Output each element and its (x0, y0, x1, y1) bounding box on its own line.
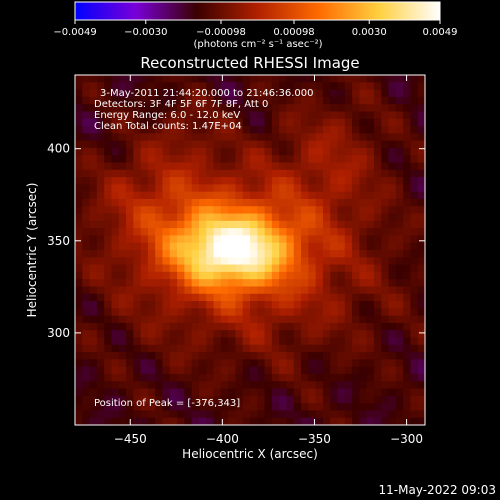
colorbar-units: (photons cm⁻² s⁻¹ asec⁻²) (193, 39, 322, 50)
colorbar-tick-label: 0.0030 (352, 27, 387, 38)
y-tick-label: 400 (47, 142, 70, 156)
x-tick-label: −300 (390, 432, 423, 446)
colorbar-tick-label: 0.00098 (273, 27, 314, 38)
y-tick-label: 350 (47, 234, 70, 248)
annotation-block: 3-May-2011 21:44:20.000 to 21:46:36.000D… (94, 88, 313, 132)
x-tick-label: −450 (114, 432, 147, 446)
annotation-line: Energy Range: 6.0 - 12.0 keV (94, 110, 240, 121)
y-axis-ticks: 300 350 400 (47, 142, 425, 340)
plot-frame (74, 74, 426, 426)
footer-timestamp: 11-May-2022 09:03 (379, 483, 496, 497)
heatmap (75, 75, 425, 425)
colorbar-tick-label: −0.0030 (124, 27, 167, 38)
y-axis-label: Heliocentric Y (arcsec) (25, 183, 39, 318)
annotation-line: Detectors: 3F 4F 5F 6F 7F 8F, Att 0 (94, 99, 268, 110)
chart-title: Reconstructed RHESSI Image (140, 54, 359, 72)
y-tick-label: 300 (47, 326, 70, 340)
x-tick-label: −400 (206, 432, 239, 446)
colorbar: −0.0049 −0.0030 −0.00098 0.00098 0.0030 0.004… (53, 1, 458, 50)
x-tick-label: −350 (298, 432, 331, 446)
annotation-line: Clean Total counts: 1.47E+04 (94, 121, 242, 132)
colorbar-tick-label: 0.0049 (423, 27, 458, 38)
colorbar-tick-label: −0.0049 (53, 27, 96, 38)
peak-position-label: Position of Peak = [-376,343] (94, 398, 240, 409)
x-axis-label: Heliocentric X (arcsec) (182, 447, 318, 461)
x-axis-ticks: −450 −400 −350 −300 (114, 75, 423, 446)
colorbar-gradient (74, 1, 441, 21)
colorbar-ticks: −0.0049 −0.0030 −0.00098 0.00098 0.0030 0.004… (53, 20, 458, 38)
colorbar-tick-label: −0.00098 (196, 27, 246, 38)
annotation-line: 3-May-2011 21:44:20.000 to 21:46:36.000 (100, 88, 313, 99)
